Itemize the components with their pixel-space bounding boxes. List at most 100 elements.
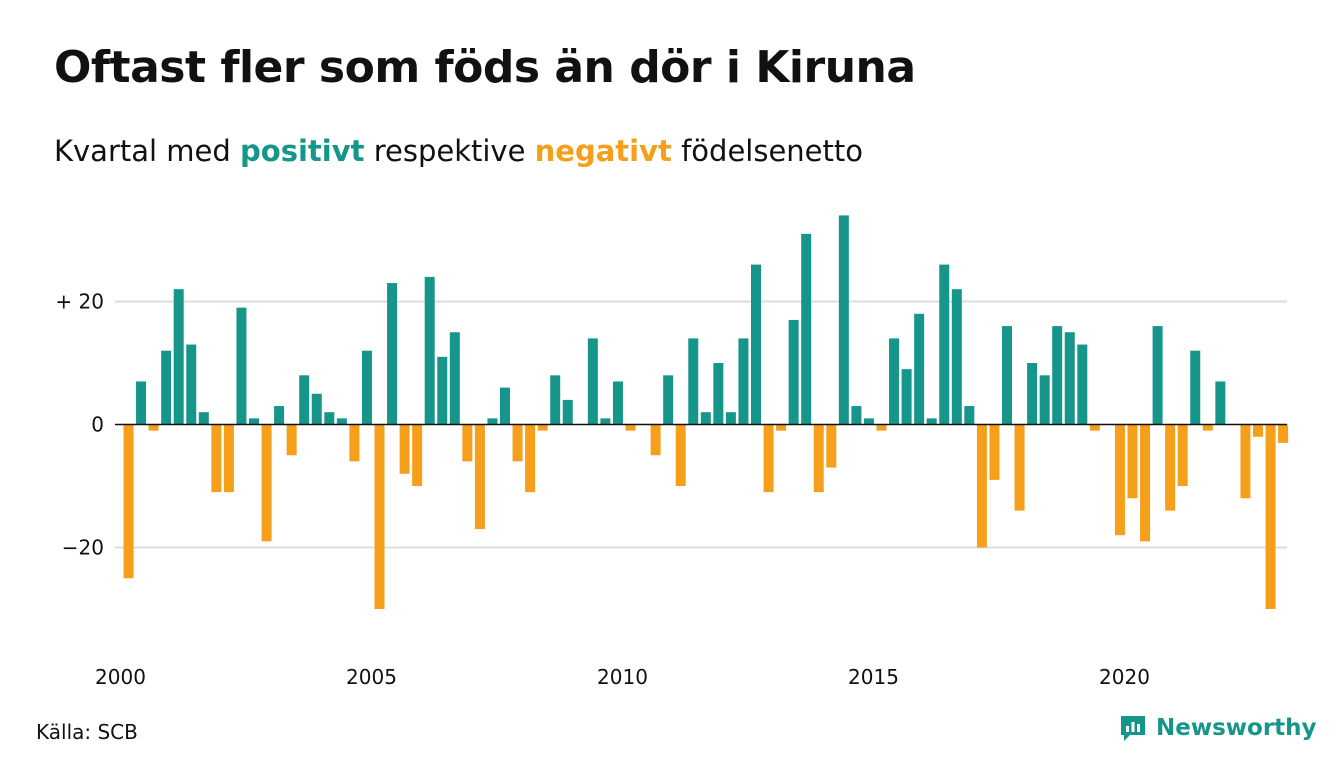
bar-positive: [914, 313, 925, 425]
bar-negative: [1278, 424, 1289, 443]
bar-negative: [349, 424, 360, 462]
chart-subtitle: Kvartal med positivt respektive negativt…: [54, 134, 863, 168]
bar-positive: [600, 418, 611, 425]
bar-positive: [487, 418, 498, 425]
bar-positive: [612, 381, 623, 425]
bar-positive: [550, 375, 561, 425]
chart-title: Oftast fler som föds än dör i Kiruna: [54, 42, 916, 93]
brand: Newsworthy: [1118, 713, 1317, 743]
bar-positive: [863, 418, 874, 425]
bar-positive: [788, 319, 799, 425]
bar-positive: [424, 276, 435, 425]
bar-positive: [324, 412, 335, 425]
x-tick-label: 2020: [1099, 665, 1150, 689]
bar-positive: [663, 375, 674, 425]
bar-negative: [625, 424, 636, 431]
bar-positive: [1027, 363, 1038, 425]
subtitle-text-start: Kvartal med: [54, 134, 231, 168]
bar-negative: [286, 424, 297, 456]
bar-chart: + 20 0 −20 2000 2005 2010 2015 2020: [55, 215, 1289, 689]
bar-negative: [1089, 424, 1100, 431]
bar-positive: [249, 418, 259, 425]
bar-negative: [1127, 424, 1138, 499]
bar-negative: [474, 424, 485, 530]
bar-negative: [813, 424, 824, 493]
bar-positive: [801, 233, 812, 425]
bar-positive: [1002, 326, 1012, 425]
bar-positive: [725, 412, 736, 425]
bar-negative: [1240, 424, 1251, 499]
y-tick-label: −20: [62, 536, 104, 560]
bar-negative: [675, 424, 686, 486]
bar-negative: [776, 424, 787, 431]
bar-negative: [223, 424, 234, 493]
bar-positive: [361, 350, 372, 425]
bar-negative: [537, 424, 548, 431]
subtitle-negative-label: negativt: [534, 134, 672, 168]
bar-negative: [374, 424, 385, 609]
bar-positive: [274, 406, 285, 425]
bar-negative: [1165, 424, 1176, 511]
bar-negative: [399, 424, 410, 474]
bar-positive: [500, 387, 510, 425]
subtitle-text-end: födelsenetto: [681, 134, 863, 168]
bar-positive: [387, 283, 398, 425]
bar-positive: [926, 418, 937, 425]
subtitle-positive-label: positivt: [240, 134, 365, 168]
bar-positive: [1077, 344, 1088, 425]
bar-positive: [700, 412, 711, 425]
x-tick-label: 2005: [346, 665, 397, 689]
bar-negative: [148, 424, 159, 431]
bar-positive: [161, 350, 172, 425]
x-tick-label: 2015: [848, 665, 899, 689]
bar-positive: [851, 406, 862, 425]
bar-positive: [889, 338, 900, 425]
x-tick-label: 2000: [95, 665, 146, 689]
bar-negative: [512, 424, 523, 462]
bar-positive: [437, 356, 448, 425]
x-tick-label: 2010: [597, 665, 648, 689]
bar-positive: [336, 418, 347, 425]
bar-positive: [939, 264, 950, 425]
y-tick-label: 0: [91, 413, 104, 437]
bar-positive: [838, 215, 849, 425]
bar-positive: [236, 307, 247, 425]
subtitle-text-middle: respektive: [373, 134, 526, 168]
bar-negative: [211, 424, 222, 493]
axis-layer: + 20 0 −20 2000 2005 2010 2015 2020: [55, 290, 1287, 689]
newsworthy-logo-icon: [1121, 716, 1145, 741]
y-tick-label: + 20: [55, 290, 104, 314]
grid-layer: [115, 300, 1287, 549]
bar-negative: [650, 424, 661, 456]
bar-negative: [525, 424, 536, 493]
bar-negative: [261, 424, 272, 542]
bar-positive: [173, 289, 184, 425]
bar-negative: [976, 424, 987, 548]
bar-negative: [989, 424, 1000, 480]
bar-positive: [901, 369, 912, 425]
bar-positive: [186, 344, 197, 425]
bar-positive: [964, 406, 975, 425]
bar-negative: [123, 424, 134, 579]
bar-positive: [311, 393, 322, 425]
bar-negative: [826, 424, 837, 468]
bar-positive: [1152, 326, 1163, 425]
bar-positive: [713, 363, 724, 425]
bar-positive: [449, 332, 460, 425]
bar-positive: [1215, 381, 1226, 425]
bar-negative: [1140, 424, 1151, 542]
bar-negative: [412, 424, 423, 486]
source-note: Källa: SCB: [36, 720, 138, 744]
bar-positive: [1064, 332, 1075, 425]
bar-negative: [462, 424, 473, 462]
bar-positive: [751, 264, 761, 425]
bar-positive: [738, 338, 749, 425]
bar-negative: [876, 424, 887, 431]
bar-negative: [1202, 424, 1213, 431]
brand-name: Newsworthy: [1156, 715, 1317, 741]
bar-positive: [688, 338, 699, 425]
bar-positive: [951, 289, 962, 425]
bar-negative: [1265, 424, 1276, 609]
bar-positive: [1052, 326, 1063, 425]
bar-layer: [123, 215, 1289, 609]
